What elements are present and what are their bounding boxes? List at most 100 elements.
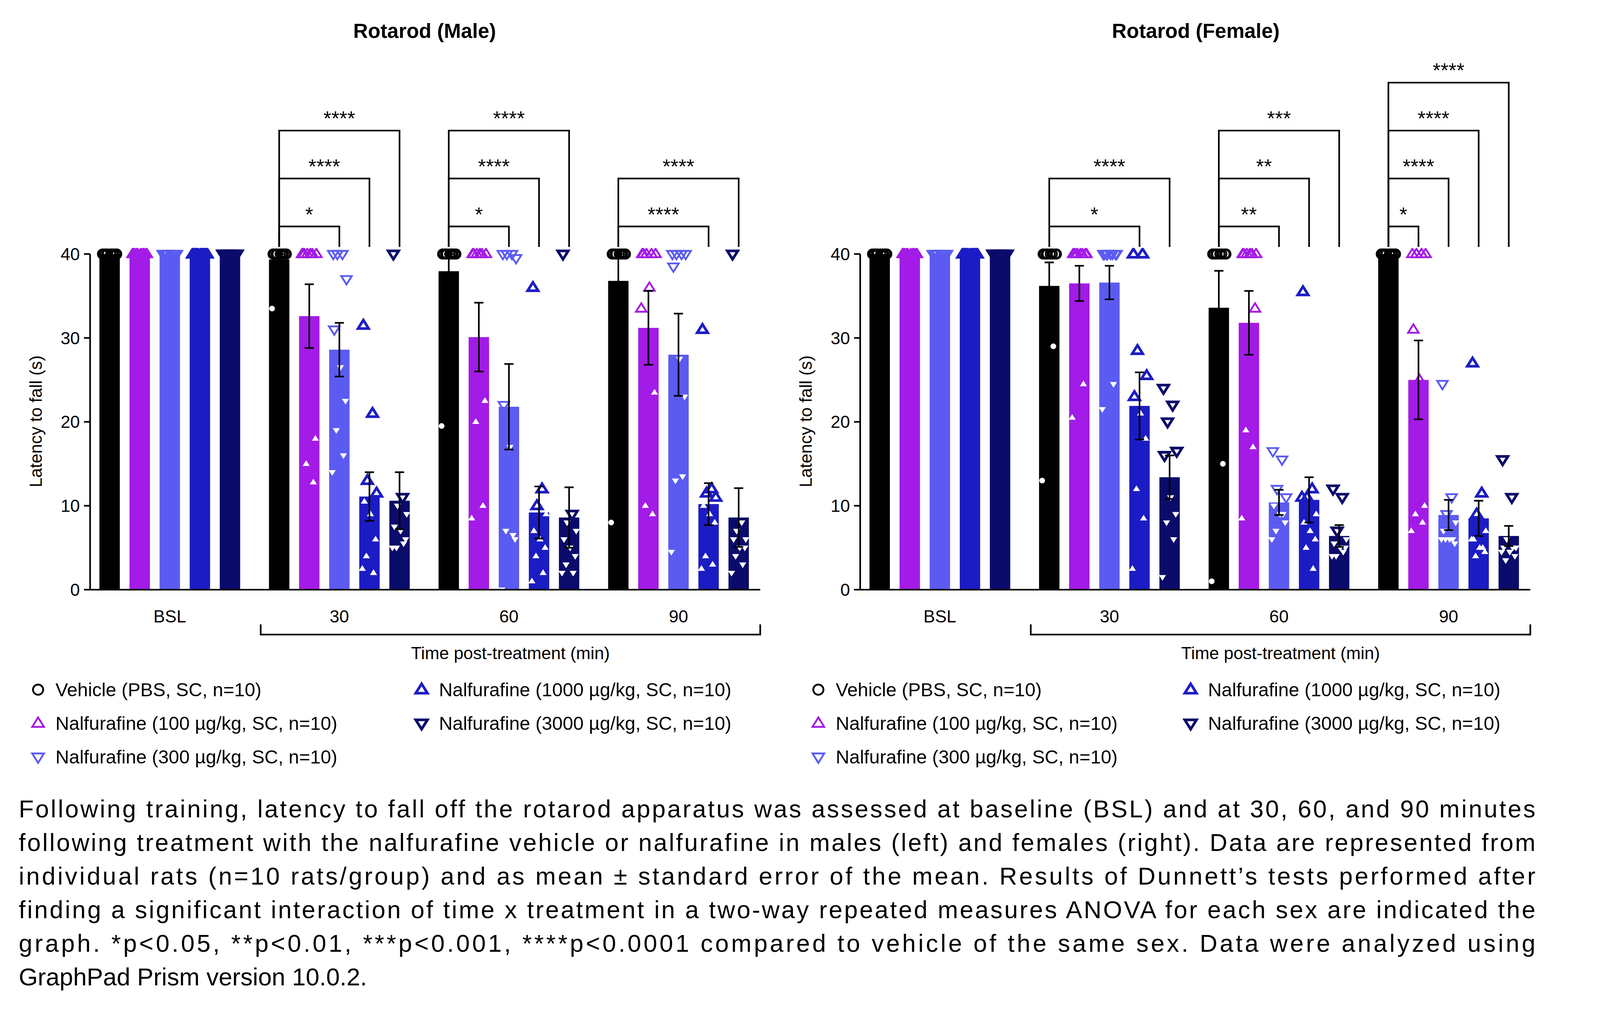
data-point	[127, 248, 138, 258]
data-point	[540, 569, 546, 575]
data-point	[531, 500, 543, 509]
y-tick	[853, 253, 861, 255]
data-point	[1414, 374, 1425, 384]
data-point	[367, 511, 374, 517]
data-point	[938, 250, 950, 260]
legend-label: Nalfurafine (100 µg/kg, SC, n=10)	[835, 712, 1118, 734]
significance-bracket	[279, 226, 340, 247]
bar	[159, 253, 181, 590]
y-tick-label: 20	[60, 412, 80, 432]
data-point	[676, 357, 683, 362]
significance-label: *	[475, 203, 483, 226]
data-point	[739, 520, 745, 526]
data-point	[1163, 520, 1170, 526]
figure: Rotarod (Male)Latency to fall (s)0102030…	[0, 0, 1600, 1010]
x-tick-label: 90	[1439, 606, 1459, 626]
data-point	[650, 248, 661, 258]
error-cap	[733, 487, 744, 489]
y-tick	[853, 588, 861, 591]
y-tick-label: 40	[830, 244, 850, 264]
y-tick	[83, 504, 91, 507]
data-point	[1071, 248, 1082, 258]
data-point	[1137, 410, 1144, 416]
data-point	[709, 561, 716, 567]
significance-label: ***	[1267, 107, 1292, 130]
y-axis-label: Latency to fall (s)	[796, 355, 816, 488]
data-point	[680, 250, 692, 260]
data-point	[635, 303, 647, 312]
error-line	[1108, 265, 1111, 300]
error-cap	[1214, 269, 1224, 272]
error-bar	[334, 322, 345, 377]
error-line	[1217, 270, 1220, 345]
data-point	[168, 250, 180, 260]
data-point	[563, 562, 569, 568]
y-tick	[83, 421, 91, 423]
error-bar	[534, 486, 544, 539]
data-point	[1276, 456, 1288, 465]
data-point	[359, 565, 365, 571]
data-point	[400, 541, 407, 547]
y-tick	[853, 504, 861, 507]
data-point	[474, 248, 486, 258]
data-point	[1480, 544, 1486, 550]
data-point	[1312, 536, 1318, 542]
error-bar	[304, 283, 315, 348]
error-bar	[1104, 265, 1115, 300]
data-point	[1162, 418, 1173, 428]
data-point	[372, 536, 379, 542]
data-point	[228, 250, 240, 260]
error-cap	[564, 486, 574, 488]
error-cap	[564, 546, 574, 549]
data-point	[510, 255, 522, 264]
error-cap	[504, 448, 514, 450]
error-line	[508, 364, 510, 450]
error-line	[1078, 265, 1081, 301]
data-point	[1412, 511, 1418, 517]
caption-line: individual rats (n=10 rats/group) and as…	[18, 862, 1536, 890]
data-point	[642, 502, 649, 508]
error-bar	[474, 302, 484, 372]
error-bar	[1074, 265, 1084, 301]
error-cap	[1274, 514, 1284, 516]
x-tick-label: 60	[499, 606, 519, 626]
error-cap	[304, 283, 315, 285]
data-point	[528, 578, 535, 584]
error-cap	[444, 287, 454, 290]
data-point	[1039, 478, 1045, 484]
error-cap	[364, 519, 375, 522]
data-point	[1419, 519, 1426, 525]
legend-marker	[32, 717, 44, 727]
error-bar	[1444, 499, 1454, 530]
bar	[219, 253, 241, 590]
error-cap	[1334, 546, 1345, 548]
data-point	[473, 418, 479, 424]
x-axis-label: Time post-treatment (min)	[1181, 643, 1381, 663]
bar	[129, 253, 150, 590]
error-cap	[1044, 261, 1054, 264]
caption-line: graph. *p<0.05, **p<0.01, ***p<0.001, **…	[18, 929, 1536, 957]
data-point	[108, 249, 119, 259]
data-point	[503, 529, 509, 534]
data-point	[217, 250, 229, 260]
data-point	[1506, 494, 1518, 503]
data-point	[1296, 491, 1308, 501]
data-point	[702, 553, 709, 558]
significance-bracket	[1218, 178, 1309, 247]
data-point	[1170, 537, 1177, 543]
error-cap	[1164, 498, 1175, 500]
data-point	[1242, 427, 1249, 433]
data-point	[897, 248, 908, 258]
error-line	[1248, 291, 1250, 355]
data-point	[1387, 249, 1398, 259]
data-point	[389, 546, 395, 551]
error-line	[1138, 372, 1141, 440]
error-cap	[444, 253, 454, 255]
y-axis-label: Latency to fall (s)	[26, 355, 46, 488]
data-point	[1421, 502, 1428, 508]
significance-bracket	[448, 226, 509, 247]
data-point	[1437, 380, 1448, 390]
data-point	[557, 250, 569, 260]
significance-bracket	[1388, 226, 1419, 247]
error-cap	[334, 375, 345, 378]
